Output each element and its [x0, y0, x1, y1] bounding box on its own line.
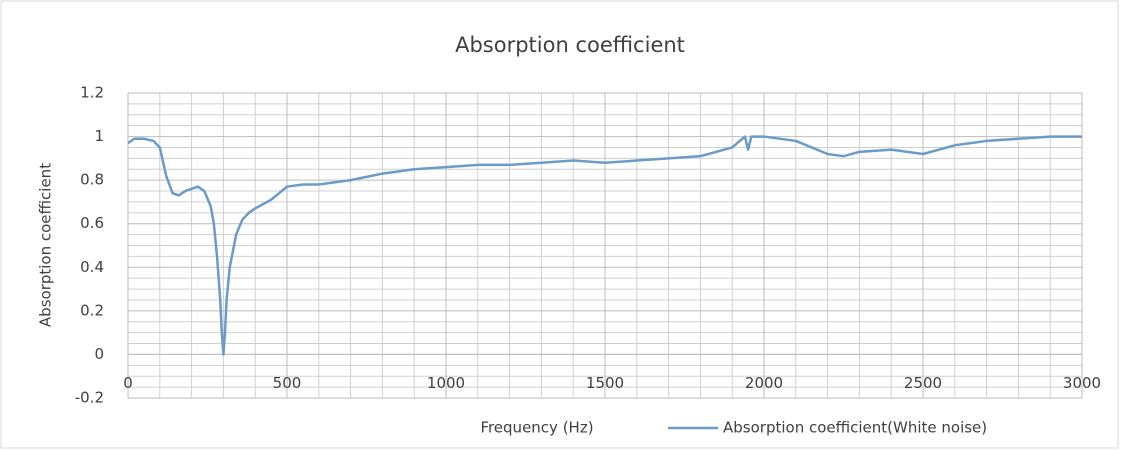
x-tick-label: 3000 — [1063, 374, 1101, 392]
x-tick-label: 2500 — [904, 374, 942, 392]
x-tick-label: 0 — [123, 374, 133, 392]
y-tick-label: -0.2 — [75, 389, 104, 407]
y-axis-label: Absorption coefficient — [37, 163, 55, 327]
x-tick-label: 1500 — [586, 374, 624, 392]
y-tick-label: 0.6 — [80, 214, 104, 232]
y-tick-label: 0.4 — [80, 258, 104, 276]
y-tick-label: 0 — [94, 345, 104, 363]
y-tick-label: 0.8 — [80, 171, 104, 189]
legend-label: Absorption coefficient(White noise) — [723, 419, 987, 437]
data-line — [127, 135, 1082, 356]
x-tick-label: 500 — [273, 374, 302, 392]
y-tick-label: 1 — [94, 127, 104, 145]
x-axis-label: Frequency (Hz) — [480, 419, 593, 437]
x-tick-label: 1000 — [427, 374, 465, 392]
chart-title: Absorption coefficient — [455, 33, 685, 57]
y-tick-label: 0.2 — [80, 301, 104, 319]
x-tick-label: 2000 — [745, 374, 783, 392]
y-tick-label: 1.2 — [80, 84, 104, 102]
